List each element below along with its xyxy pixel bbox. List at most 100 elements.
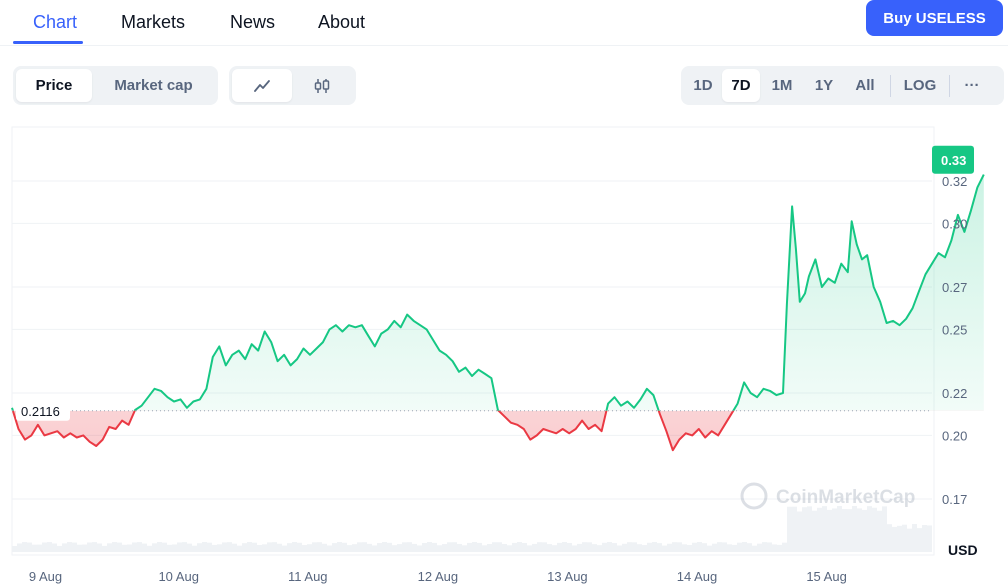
x-tick-label: 10 Aug	[158, 569, 199, 584]
volume-bar	[432, 542, 437, 552]
volume-bar	[362, 542, 367, 552]
y-tick-label: 0.17	[942, 492, 967, 507]
volume-bar	[842, 509, 847, 552]
volume-bar	[282, 545, 287, 552]
volume-bar	[922, 525, 927, 552]
volume-bar	[107, 543, 112, 552]
volume-bar	[142, 543, 147, 552]
tab-chart[interactable]: Chart	[33, 12, 78, 32]
volume-bar	[97, 543, 102, 552]
volume-bar	[527, 545, 532, 552]
volume-bar	[127, 544, 132, 552]
volume-bar	[687, 545, 692, 552]
volume-bar	[612, 543, 617, 552]
range-all-button[interactable]: All	[855, 77, 875, 94]
volume-bar	[137, 542, 142, 552]
volume-bar	[512, 542, 517, 552]
y-tick-label: 0.20	[942, 428, 967, 443]
volume-bar	[537, 542, 542, 552]
volume-bar	[557, 542, 562, 552]
volume-bar	[682, 544, 687, 552]
volume-bar	[632, 542, 637, 552]
volume-bar	[902, 524, 907, 552]
volume-bar	[787, 506, 792, 552]
volume-bar	[727, 544, 732, 552]
current-price-tag: 0.33	[932, 145, 974, 174]
volume-bar	[197, 543, 202, 552]
tab-news[interactable]: News	[230, 12, 276, 32]
volume-bar	[862, 509, 867, 552]
volume-bar	[367, 543, 372, 552]
volume-bar	[542, 542, 547, 552]
volume-bar	[817, 507, 822, 552]
range-1d-button[interactable]: 1D	[693, 77, 713, 94]
volume-bar	[42, 542, 47, 552]
tab-markets[interactable]: Markets	[121, 12, 186, 32]
volume-bar	[152, 543, 157, 552]
volume-bar	[302, 545, 307, 552]
volume-bar	[72, 542, 77, 552]
volume-bar	[837, 506, 842, 552]
volume-bar	[567, 543, 572, 552]
price-tab[interactable]: Price	[16, 69, 92, 102]
price-chart[interactable]: 0.2116 0.17 0.20 0.22 0.25 0.27 0.30 0.32 0.33…	[0, 120, 1008, 586]
volume-bar	[222, 542, 227, 552]
coinmarketcap-logo-icon	[740, 482, 768, 510]
volume-bar	[297, 542, 302, 552]
volume-bar	[422, 542, 427, 552]
volume-bar	[462, 545, 467, 552]
volume-bar	[607, 542, 612, 552]
volume-bar	[242, 543, 247, 552]
market-cap-tab[interactable]: Market cap	[114, 77, 193, 94]
volume-bar	[712, 543, 717, 552]
more-options-button[interactable]: ···	[964, 77, 980, 94]
volume-bar	[157, 542, 162, 552]
top-nav: Chart Markets News About Buy USELESS	[0, 0, 1008, 46]
range-1m-button[interactable]: 1M	[771, 77, 793, 94]
volume-bar	[357, 542, 362, 552]
volume-bar	[457, 543, 462, 552]
buy-button[interactable]: Buy USELESS	[866, 0, 1003, 36]
volume-bar	[467, 542, 472, 552]
volume-bar	[322, 543, 327, 552]
y-tick-label: 0.27	[942, 280, 967, 295]
range-1y-button[interactable]: 1Y	[814, 77, 834, 94]
current-price-label: 0.33	[941, 153, 966, 168]
volume-bar	[577, 543, 582, 552]
candlestick-button[interactable]	[292, 69, 352, 102]
volume-bar	[767, 542, 772, 552]
volume-bar	[117, 542, 122, 552]
volume-bar	[92, 542, 97, 552]
volume-bar	[792, 506, 797, 552]
log-scale-button[interactable]: LOG	[903, 77, 937, 94]
volume-bar	[277, 543, 282, 552]
volume-bar	[417, 545, 422, 552]
tab-about[interactable]: About	[318, 12, 366, 32]
volume-bar	[332, 543, 337, 552]
x-tick-label: 12 Aug	[418, 569, 459, 584]
volume-bar	[782, 542, 787, 552]
volume-bar	[337, 542, 342, 552]
volume-bar	[717, 542, 722, 552]
volume-bar	[662, 545, 667, 552]
volume-bar	[167, 544, 172, 552]
volume-bar	[327, 545, 332, 552]
volume-bar	[822, 506, 827, 552]
line-chart-button[interactable]	[232, 69, 292, 102]
volume-bar	[887, 524, 892, 552]
area-fill-down	[12, 410, 734, 451]
y-tick-label: 0.32	[942, 174, 967, 189]
volume-bar	[312, 542, 317, 552]
volume-bar	[397, 544, 402, 552]
baseline-label: 0.2116	[21, 404, 60, 419]
volume-bar	[697, 542, 702, 552]
volume-bar	[852, 506, 857, 552]
volume-bar	[102, 545, 107, 552]
y-tick-label: 0.25	[942, 322, 967, 337]
range-7d-button[interactable]: 7D	[722, 69, 760, 102]
volume-bar	[37, 544, 42, 552]
toolbar-divider	[949, 74, 950, 97]
volume-bar	[762, 542, 767, 552]
metric-toggle: Price Market cap	[13, 66, 218, 105]
volume-bar	[647, 542, 652, 552]
